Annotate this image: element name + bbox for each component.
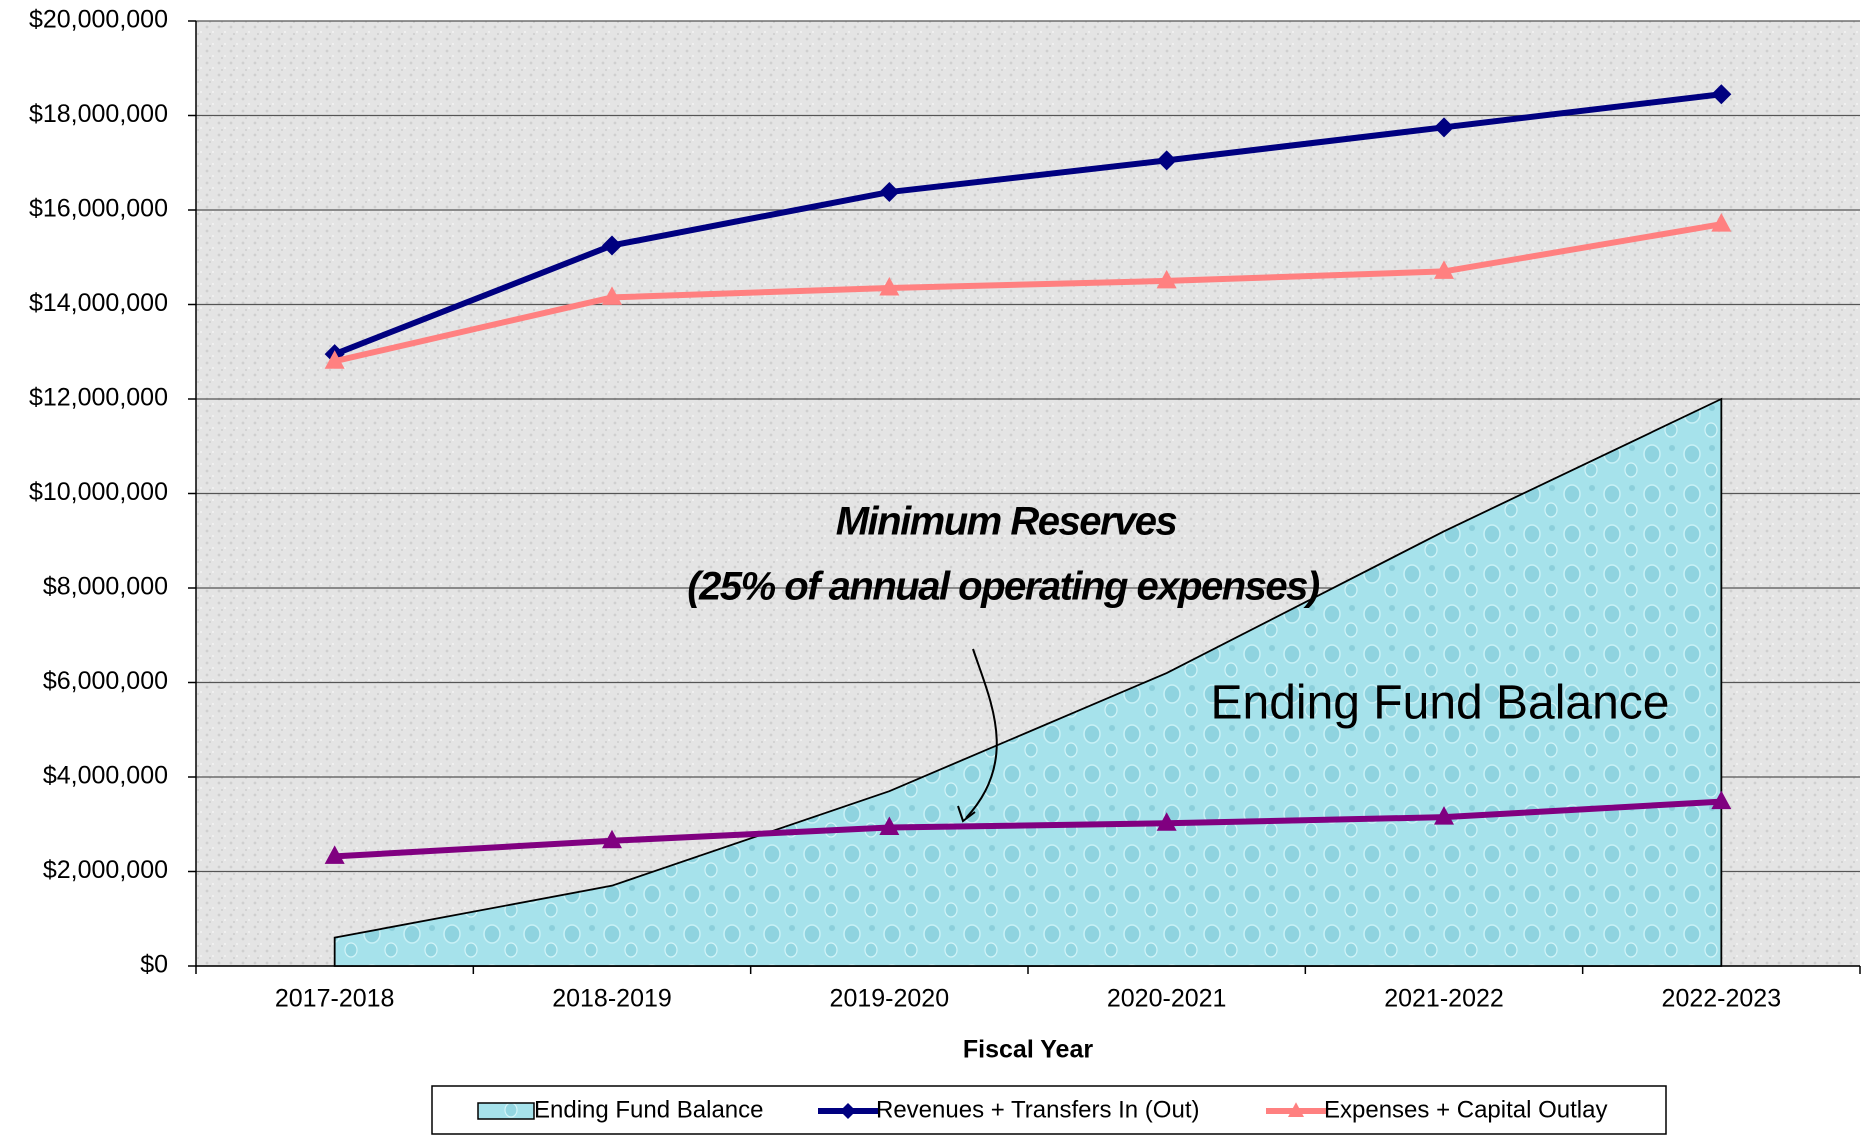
y-tick-label: $20,000,000 [29, 6, 168, 34]
marker [1156, 269, 1177, 289]
marker [1434, 117, 1454, 138]
y-tick-label: $6,000,000 [43, 667, 168, 695]
marker [1434, 260, 1454, 279]
marker [1156, 150, 1177, 171]
marker [879, 816, 900, 836]
legend-swatch [477, 1102, 535, 1120]
y-tick-label: $14,000,000 [29, 289, 168, 317]
y-tick-label: $2,000,000 [43, 856, 168, 884]
line [334, 798, 1722, 860]
arrow-head [957, 805, 976, 823]
x-tick-label: 2018-2019 [552, 985, 672, 1013]
line [333, 221, 1722, 365]
y-tick-label: $8,000,000 [43, 573, 168, 601]
legend-label: Ending Fund Balance [534, 1096, 764, 1123]
line [333, 91, 1722, 357]
marker [602, 829, 622, 849]
legend-label: Revenues + Transfers In (Out) [876, 1096, 1199, 1123]
marker [602, 286, 622, 305]
area [333, 397, 1723, 967]
annotation: Minimum Reserves [836, 500, 1177, 544]
marker [324, 845, 345, 864]
x-tick-label: 2021-2022 [1384, 985, 1504, 1013]
legend-label: Expenses + Capital Outlay [1324, 1096, 1608, 1123]
annotation-arrow [965, 648, 998, 819]
marker [602, 235, 622, 256]
y-tick-label: $0 [140, 951, 168, 979]
marker [1711, 213, 1732, 232]
x-tick-label: 2022-2023 [1662, 985, 1782, 1013]
marker [1434, 806, 1454, 825]
annotation: (25% of annual operating expenses) [687, 565, 1320, 609]
marker [879, 182, 900, 203]
area-label: Ending Fund Balance [1211, 677, 1670, 730]
marker [324, 350, 345, 369]
marker [1288, 1102, 1304, 1117]
y-tick-label: $16,000,000 [29, 195, 168, 223]
x-axis-label: Fiscal Year [963, 1036, 1093, 1064]
x-tick-label: 2017-2018 [275, 985, 395, 1013]
marker [1711, 84, 1732, 105]
y-tick-label: $12,000,000 [29, 384, 168, 412]
marker [1156, 812, 1177, 831]
marker [840, 1103, 856, 1119]
y-tick-label: $4,000,000 [43, 762, 168, 790]
y-tick-label: $18,000,000 [29, 100, 168, 128]
marker [879, 276, 900, 296]
x-tick-label: 2020-2021 [1107, 985, 1227, 1013]
x-tick-label: 2019-2020 [830, 985, 950, 1013]
marker [1711, 790, 1732, 810]
y-tick-label: $10,000,000 [29, 478, 168, 506]
legend [431, 1085, 1667, 1135]
